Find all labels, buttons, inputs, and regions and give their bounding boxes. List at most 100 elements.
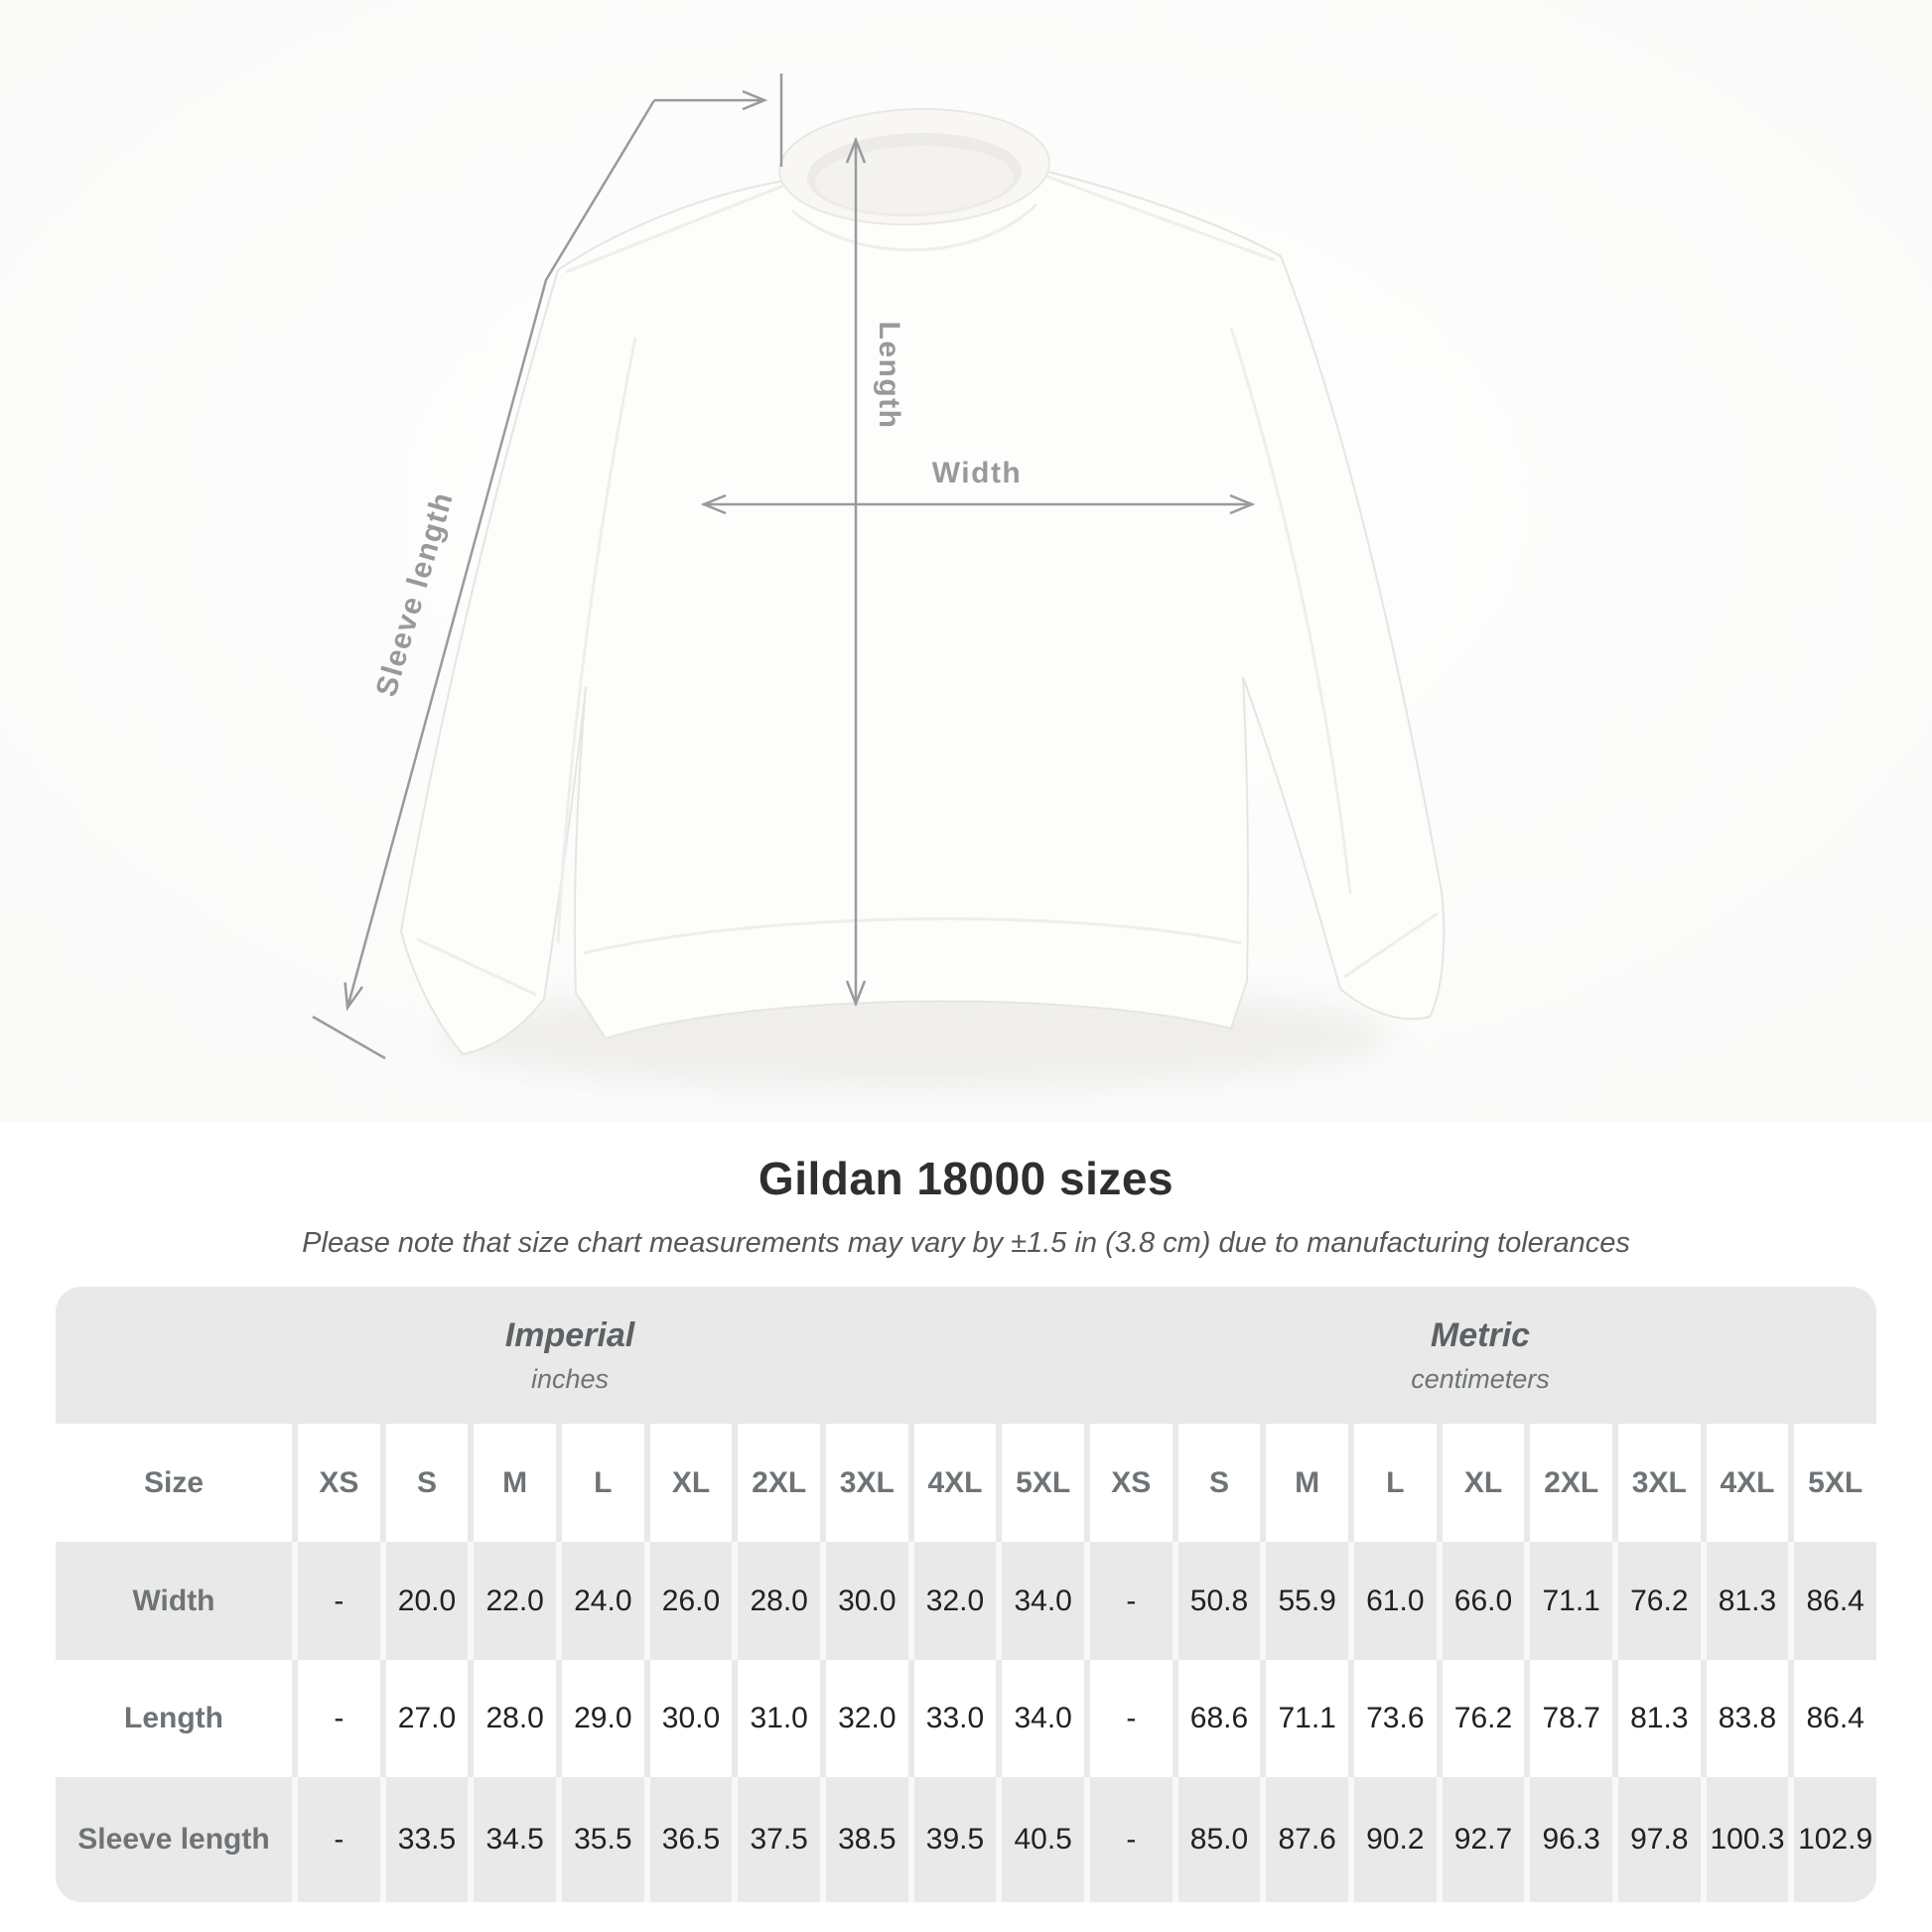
row-label-sleeve-length: Sleeve length	[56, 1777, 292, 1902]
sleeve-length-metric-s: 85.0	[1172, 1777, 1261, 1902]
width-metric-l: 61.0	[1347, 1542, 1437, 1660]
length-metric-xs: -	[1083, 1660, 1173, 1777]
length-metric-s: 68.6	[1172, 1660, 1261, 1777]
sleeve-length-imperial-xs: -	[292, 1777, 380, 1902]
size-header-imperial-xs: XS	[292, 1424, 380, 1542]
width-imperial-xs: -	[292, 1542, 380, 1660]
sweatshirt-measurement-diagram: Length Width Sleeve length	[0, 0, 1932, 1122]
sleeve-length-metric-2xl: 96.3	[1524, 1777, 1612, 1902]
sleeve-measure-diagonal-line	[345, 99, 656, 1009]
width-imperial-l: 24.0	[555, 1542, 644, 1660]
width-imperial-s: 20.0	[379, 1542, 469, 1660]
size-header-imperial-5xl: 5XL	[996, 1424, 1084, 1542]
size-column-header: Size	[56, 1424, 292, 1542]
length-imperial-xs: -	[292, 1660, 380, 1777]
length-metric-3xl: 81.3	[1611, 1660, 1701, 1777]
sleeve-length-metric-m: 87.6	[1260, 1777, 1348, 1902]
width-imperial-5xl: 34.0	[996, 1542, 1084, 1660]
metric-section-header: Metric centimeters	[1083, 1287, 1876, 1424]
width-metric-3xl: 76.2	[1611, 1542, 1701, 1660]
length-imperial-2xl: 31.0	[732, 1660, 820, 1777]
arrow-right-icon	[742, 89, 768, 111]
width-label: Width	[932, 457, 1023, 489]
width-imperial-3xl: 30.0	[819, 1542, 908, 1660]
width-imperial-2xl: 28.0	[732, 1542, 820, 1660]
size-header-metric-4xl: 4XL	[1700, 1424, 1789, 1542]
arrow-right-icon	[1229, 493, 1256, 515]
sleeve-length-imperial-2xl: 37.5	[732, 1777, 820, 1902]
width-imperial-m: 22.0	[468, 1542, 556, 1660]
sleeve-length-imperial-3xl: 38.5	[819, 1777, 908, 1902]
sleeve-measure-end-tick	[312, 1015, 386, 1060]
sleeve-length-metric-xs: -	[1083, 1777, 1173, 1902]
length-metric-l: 73.6	[1347, 1660, 1437, 1777]
sleeve-length-imperial-s: 33.5	[379, 1777, 469, 1902]
length-imperial-xl: 30.0	[643, 1660, 733, 1777]
length-imperial-4xl: 33.0	[907, 1660, 997, 1777]
size-header-imperial-3xl: 3XL	[819, 1424, 908, 1542]
imperial-section-unit: inches	[530, 1363, 610, 1394]
width-metric-5xl: 86.4	[1788, 1542, 1876, 1660]
sleeve-length-imperial-4xl: 39.5	[907, 1777, 997, 1902]
length-metric-m: 71.1	[1260, 1660, 1348, 1777]
size-header-metric-5xl: 5XL	[1788, 1424, 1876, 1542]
size-header-metric-m: M	[1260, 1424, 1348, 1542]
row-label-width: Width	[56, 1542, 292, 1660]
size-header-metric-l: L	[1347, 1424, 1437, 1542]
page-title: Gildan 18000 sizes	[758, 1153, 1174, 1204]
length-metric-5xl: 86.4	[1788, 1660, 1876, 1777]
imperial-section-header: Imperial inches	[56, 1287, 1084, 1424]
size-header-metric-s: S	[1172, 1424, 1261, 1542]
length-imperial-3xl: 32.0	[819, 1660, 908, 1777]
arrow-left-icon	[700, 493, 727, 515]
sleeve-length-imperial-5xl: 40.5	[996, 1777, 1084, 1902]
sweatshirt-illustration	[399, 107, 1446, 1056]
length-label: Length	[873, 322, 905, 430]
sweatshirt-body	[399, 132, 1446, 1056]
size-header-metric-3xl: 3XL	[1611, 1424, 1701, 1542]
sleeve-length-imperial-m: 34.5	[468, 1777, 556, 1902]
metric-section-title: Metric	[1430, 1315, 1531, 1354]
length-metric-xl: 76.2	[1436, 1660, 1525, 1777]
width-metric-xs: -	[1083, 1542, 1173, 1660]
width-metric-m: 55.9	[1260, 1542, 1348, 1660]
sleeve-length-metric-4xl: 100.3	[1700, 1777, 1789, 1902]
tolerance-note: Please note that size chart measurements…	[302, 1227, 1630, 1259]
sleeve-length-metric-3xl: 97.8	[1611, 1777, 1701, 1902]
size-table: Imperial inches Metric centimeters Size X…	[56, 1287, 1876, 1902]
width-imperial-xl: 26.0	[643, 1542, 733, 1660]
arrow-down-icon	[845, 980, 867, 1008]
size-header-imperial-m: M	[468, 1424, 556, 1542]
sleeve-length-imperial-xl: 36.5	[643, 1777, 733, 1902]
sleeve-length-imperial-l: 35.5	[555, 1777, 644, 1902]
row-label-length: Length	[56, 1660, 292, 1777]
size-header-imperial-2xl: 2XL	[732, 1424, 820, 1542]
length-metric-4xl: 83.8	[1700, 1660, 1789, 1777]
length-metric-2xl: 78.7	[1524, 1660, 1612, 1777]
width-metric-s: 50.8	[1172, 1542, 1261, 1660]
width-metric-4xl: 81.3	[1700, 1542, 1789, 1660]
size-header-imperial-xl: XL	[643, 1424, 733, 1542]
sleeve-length-metric-xl: 92.7	[1436, 1777, 1525, 1902]
size-header-imperial-s: S	[379, 1424, 469, 1542]
sleeve-length-metric-l: 90.2	[1347, 1777, 1437, 1902]
size-header-metric-xs: XS	[1083, 1424, 1173, 1542]
size-header-metric-xl: XL	[1436, 1424, 1525, 1542]
size-header-metric-2xl: 2XL	[1524, 1424, 1612, 1542]
length-imperial-5xl: 34.0	[996, 1660, 1084, 1777]
width-imperial-4xl: 32.0	[907, 1542, 997, 1660]
size-header-imperial-4xl: 4XL	[907, 1424, 997, 1542]
width-metric-xl: 66.0	[1436, 1542, 1525, 1660]
length-imperial-s: 27.0	[379, 1660, 469, 1777]
size-header-imperial-l: L	[555, 1424, 644, 1542]
measurement-annotations	[312, 73, 1256, 1060]
fabric-folds	[416, 173, 1439, 997]
width-metric-2xl: 71.1	[1524, 1542, 1612, 1660]
metric-section-unit: centimeters	[1411, 1363, 1550, 1394]
length-imperial-l: 29.0	[555, 1660, 644, 1777]
arrow-up-icon	[845, 136, 867, 164]
arrow-down-icon	[344, 982, 364, 1012]
length-imperial-m: 28.0	[468, 1660, 556, 1777]
imperial-section-title: Imperial	[504, 1315, 635, 1354]
